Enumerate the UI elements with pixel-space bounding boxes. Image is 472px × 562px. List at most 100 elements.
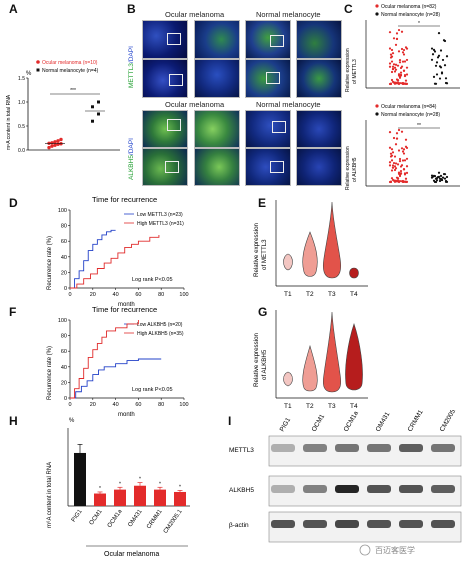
blot-band	[335, 485, 359, 493]
c-top-points-point-om	[391, 52, 395, 55]
panel-f-legend-low: Low ALKBH5 (n=20)	[137, 322, 183, 328]
micrograph-mettl3-om-highmag-2	[194, 59, 240, 98]
c-top-points-point-om	[399, 73, 403, 76]
panel-c-bottom-ylabel-2: of ALKBH5	[352, 157, 358, 182]
c-top-points-point-om	[388, 65, 392, 68]
panel-h-bar	[134, 485, 146, 506]
blot-band	[367, 520, 391, 528]
c-bottom-points-point-om	[400, 164, 404, 167]
c-top-points-point-nm	[438, 65, 442, 68]
panel-a-yticks: 0.0 0.5 1.0 1.5	[18, 76, 28, 154]
c-bottom-points-point-om	[392, 161, 396, 165]
panel-a-point-om	[56, 139, 60, 143]
c-bottom-points-point-om	[399, 172, 403, 175]
panel-c-bottom-sig: **	[417, 123, 421, 129]
micrograph-alkbh5-nm-highmag-2	[296, 148, 342, 186]
c-bottom-points-point-om	[396, 163, 400, 166]
violin-e-t4	[349, 267, 359, 279]
c-top-points-point-nm	[436, 56, 440, 59]
c-bottom-points-point-om	[394, 143, 398, 146]
panel-i-row-mettl3: METTL3	[229, 447, 254, 454]
panel-f-stat: Log rank P<0.05	[132, 387, 173, 393]
panel-h-unit: %	[69, 418, 75, 424]
c-top-points-point-om	[401, 60, 405, 63]
c-top-points-point-nm	[438, 77, 442, 80]
c-top-points-point-nm	[434, 64, 438, 67]
panel-h-bar	[94, 493, 106, 506]
panel-h-category: CM2005.1	[163, 508, 184, 535]
d-ytick: 100	[58, 208, 67, 214]
micrograph-mettl3-om-lowmag	[142, 20, 188, 59]
c-top-points-point-om	[401, 51, 405, 54]
d-ytick: 40	[61, 255, 67, 261]
c-top-points-point-om	[398, 61, 402, 64]
c-top-points-point-om	[393, 66, 397, 69]
blot-band	[431, 444, 455, 452]
d-curve-high	[70, 234, 160, 289]
panel-a-point-om	[50, 141, 54, 145]
f-xtick: 0	[68, 402, 71, 408]
c-top-points-point-om	[396, 79, 400, 82]
d-xtick: 100	[179, 292, 188, 298]
panel-b-title-nm: Normal melanocyte	[256, 10, 321, 19]
panel-c-top-legend-om: Ocular melanoma (n=82)	[381, 4, 437, 10]
c-bottom-points-point-nm	[443, 173, 447, 176]
d-xtick: 20	[90, 292, 96, 298]
f-ytick: 20	[61, 380, 67, 386]
panel-d-title: Time for recurrence	[92, 195, 157, 204]
panel-a-point-nm	[91, 105, 94, 109]
panel-b-rowlabel-mettl3: METTL3/DAPI	[128, 46, 135, 88]
panel-h-star: *	[159, 481, 161, 487]
c-bottom-points-point-nm	[435, 176, 439, 180]
panel-c-top-legend-nm: Normal melanocyte (n=28)	[381, 12, 440, 18]
f-ytick: 40	[61, 365, 67, 371]
panel-h-category: PIG1	[71, 508, 84, 523]
c-top-points-point-nm	[440, 71, 444, 74]
violin-g-t2	[302, 344, 318, 392]
c-bottom-points-point-om	[396, 177, 400, 180]
panel-e-ylabel-1: Relative expression	[253, 222, 260, 277]
panel-a-sig: ***	[70, 88, 76, 94]
blot-band	[335, 444, 359, 452]
panel-a-point-nm	[91, 119, 94, 123]
micrograph-alkbh5-om-highmag	[194, 110, 240, 148]
panel-h-star: *	[179, 484, 181, 490]
panel-h-category: CRMM1	[146, 508, 164, 530]
f-ytick: 60	[61, 349, 67, 355]
c-top-points-point-nm	[435, 73, 439, 76]
panel-a-point-om	[53, 140, 57, 144]
panel-d-legend-high: High METTL3 (n=31)	[137, 221, 184, 227]
c-top-points-point-om	[405, 58, 409, 62]
panel-c-bottom-legend-nm: Normal melanocyte (n=28)	[381, 112, 440, 118]
c-bottom-points-point-om	[391, 151, 395, 154]
panel-e-group-t4: T4	[350, 291, 358, 298]
panel-e-ylabel-2: of METTL3	[261, 239, 268, 270]
c-bottom-points-point-om	[401, 180, 405, 184]
c-bottom-points-point-nm	[437, 171, 441, 174]
c-bottom-points-point-om	[400, 147, 404, 150]
panel-a-chart: Ocular melanoma (n=10) Normal melanocyte…	[6, 60, 120, 154]
d-xtick: 40	[113, 292, 119, 298]
c-bottom-points-point-om	[405, 171, 409, 174]
panel-a-legend-om: Ocular melanoma (n=10)	[42, 60, 98, 66]
blot-band	[399, 520, 423, 528]
violin-e-t2	[302, 231, 318, 277]
c-bottom-points-point-om	[404, 180, 408, 183]
f-curve-high	[70, 320, 139, 399]
c-top-points-point-om	[405, 73, 409, 76]
panel-i-lane-label: PIG1	[279, 416, 293, 433]
c-top-points-point-om	[391, 68, 395, 71]
c-top-points-point-om	[401, 82, 405, 86]
micrograph-mettl3-om-highmag	[194, 20, 240, 59]
c-bottom-points-point-nm	[435, 179, 439, 182]
blot-band	[271, 485, 295, 493]
panel-i-letter: I	[228, 414, 232, 428]
c-top-points-point-nm	[432, 48, 436, 51]
c-bottom-points-point-om	[393, 155, 397, 158]
c-bottom-points-point-om	[402, 148, 406, 151]
c-top-points-point-om	[402, 69, 406, 72]
c-bottom-points-point-om	[390, 154, 394, 157]
micrograph-mettl3-nm-lowmag-2	[245, 59, 291, 98]
c-top-points-point-om	[391, 65, 395, 68]
c-top-points-point-nm	[444, 77, 448, 80]
